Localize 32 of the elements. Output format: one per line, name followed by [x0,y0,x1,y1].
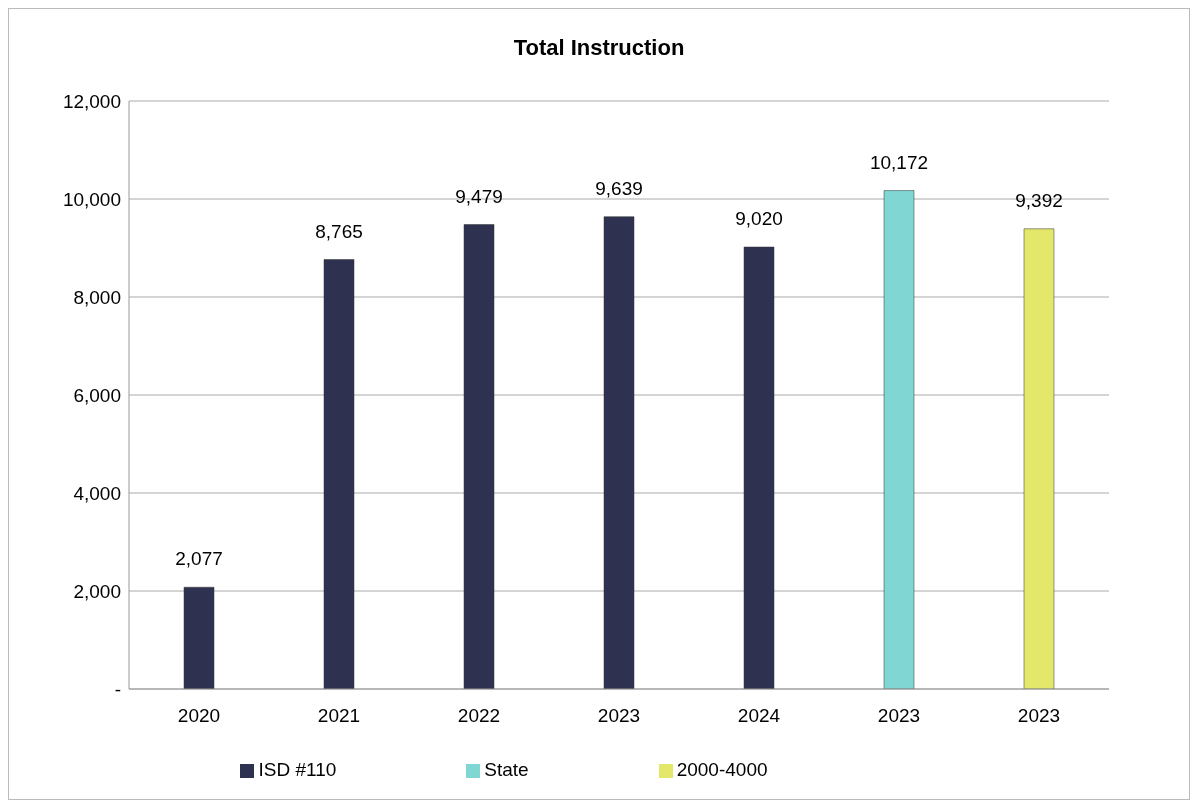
bar [883,190,915,689]
bar [603,216,635,689]
x-tick-label: 2023 [1017,705,1061,727]
data-label: 9,020 [735,208,783,230]
bar [183,586,215,689]
bar [463,224,495,689]
data-label: 9,392 [1015,189,1063,211]
chart-title: Total Instruction [512,35,686,61]
x-tick-label: 2024 [737,705,781,727]
y-tick-label: 6,000 [73,384,121,406]
data-label: 8,765 [315,220,363,242]
data-label: 2,077 [175,548,223,570]
x-tick-label: 2021 [317,705,361,727]
x-tick-label: 2022 [457,705,501,727]
data-label: 9,639 [595,177,643,199]
legend-label: 2000-4000 [676,759,768,780]
bar [743,246,775,689]
data-label: 10,172 [869,151,929,173]
y-tick-label: - [114,678,121,700]
x-tick-label: 2023 [597,705,641,727]
legend-label: State [484,759,529,780]
bar [323,259,355,689]
x-tick-label: 2023 [877,705,921,727]
y-tick-label: 2,000 [73,580,121,602]
legend-label: ISD #110 [258,759,337,780]
y-tick-label: 12,000 [62,90,121,112]
y-tick-label: 10,000 [62,188,121,210]
data-label: 9,479 [455,185,503,207]
y-tick-label: 8,000 [73,286,121,308]
x-tick-label: 2020 [177,705,221,727]
bar [1023,228,1055,689]
y-tick-label: 4,000 [73,482,121,504]
